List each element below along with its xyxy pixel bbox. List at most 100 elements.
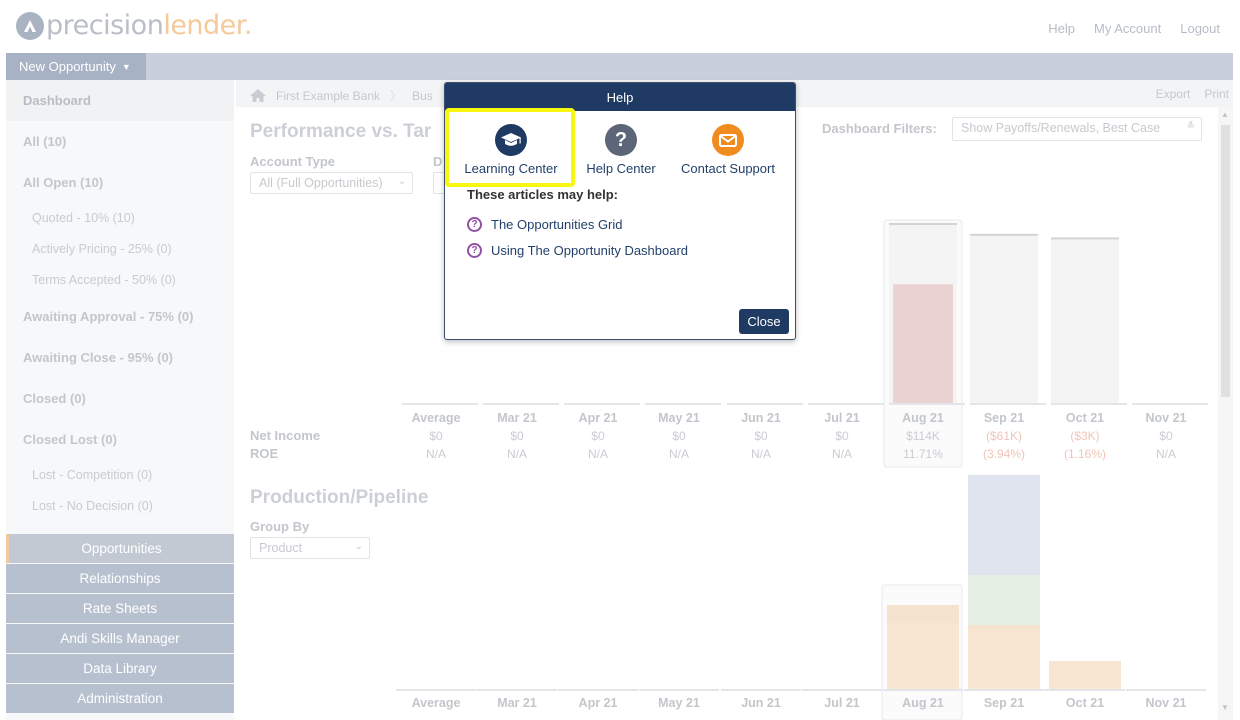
question-icon: ? [467,243,482,258]
new-opportunity-label: New Opportunity [19,59,116,74]
group-by-select[interactable]: Product ⌄ [250,537,370,559]
help-center-label: Help Center [586,161,656,176]
scroll-down-icon[interactable]: ▼ [1221,703,1229,712]
article-link[interactable]: ? The Opportunities Grid [467,217,623,232]
module-opportunities[interactable]: Opportunities [6,534,234,563]
tick-label: Oct 21 [1066,696,1104,710]
module-data-library[interactable]: Data Library [6,654,234,683]
pipeline-bar [968,575,1040,625]
target-line [970,233,1038,236]
close-button[interactable]: Close [739,309,789,334]
sidebar-item-awaiting-approval[interactable]: Awaiting Approval - 75% (0) [23,309,194,324]
sidebar-item-lost-competition[interactable]: Lost - Competition (0) [32,468,153,482]
caret-down-icon: ▼ [121,61,131,72]
production-title: Production/Pipeline [250,487,429,508]
net-income-label: Net Income [250,428,321,443]
sidebar-item-terms-accepted[interactable]: Terms Accepted - 50% (0) [32,273,176,287]
module-andi-skills-manager[interactable]: Andi Skills Manager [6,624,234,653]
account-type-label: Account Type [250,154,335,169]
article-title: The Opportunities Grid [491,217,623,232]
breadcrumb-actions: Export Print [1156,87,1229,101]
tick-label: Aug 21 [902,411,944,425]
group-by-value: Product [259,541,303,555]
net-income-bar [893,284,953,403]
help-dialog-title: Help [445,83,795,111]
net-income-value: $0 [835,429,849,443]
pipeline-bar [968,629,1040,689]
tick-label: Mar 21 [497,411,537,425]
sidebar-item-closed-lost[interactable]: Closed Lost (0) [23,432,117,447]
pipeline-bar [968,625,1040,629]
baseline [645,403,721,405]
graduation-cap-icon [495,124,527,156]
sidebar-item-awaiting-close[interactable]: Awaiting Close - 95% (0) [23,350,174,365]
print-link[interactable]: Print [1204,87,1229,101]
module-rate-sheets[interactable]: Rate Sheets [6,594,234,623]
question-icon: ? [467,217,482,232]
home-icon[interactable] [250,89,266,102]
article-title: Using The Opportunity Dashboard [491,243,689,258]
account-type-value: All (Full Opportunities) [259,176,383,190]
module-relationships[interactable]: Relationships [6,564,234,593]
contact-support-option[interactable]: Contact Support [677,124,779,176]
sidebar-item-dashboard[interactable]: Dashboard [6,80,234,121]
tick-label: May 21 [658,696,700,710]
logo-text: precisionlender. [46,10,252,41]
tick-label: Jul 21 [824,696,859,710]
roe-value: N/A [669,447,689,461]
logo-mark-icon [16,11,44,40]
double-chevron-down-icon: ≚ [1186,121,1195,132]
net-income-value: $0 [429,429,443,443]
help-dialog: Help Learning Center ? Help Center Conta… [444,82,796,340]
baseline [402,403,478,405]
my-account-link[interactable]: My Account [1094,21,1162,36]
sidebar-item-all[interactable]: All (10) [23,134,67,149]
tick-label: Apr 21 [579,696,618,710]
baseline [1132,403,1208,405]
article-link[interactable]: ? Using The Opportunity Dashboard [467,243,688,258]
baseline [970,403,1046,405]
roe-value: N/A [1156,447,1176,461]
export-link[interactable]: Export [1155,87,1191,101]
learning-center-option[interactable]: Learning Center [464,124,558,176]
account-type-select[interactable]: All (Full Opportunities) ⌄ [250,172,413,194]
breadcrumb-next[interactable]: Bus [412,88,433,103]
net-income-value: $0 [591,429,605,443]
target-bar [970,233,1038,403]
breadcrumb: First Example Bank 〉 Bus [250,87,433,104]
new-opportunity-button[interactable]: New Opportunity ▼ [6,53,146,80]
baseline [396,689,476,691]
roe-value: N/A [751,447,771,461]
help-link[interactable]: Help [1048,21,1076,36]
net-income-value: ($3K) [1070,429,1099,443]
top-header: precisionlender. Help My Account Logout [0,0,1240,53]
main-content: Performance vs. Tar Account Type All (Fu… [236,107,1218,720]
net-income-value: $0 [672,429,686,443]
breadcrumb-bank[interactable]: First Example Bank [276,88,381,103]
tick-label: Jun 21 [741,411,781,425]
scroll-thumb[interactable] [1221,125,1230,397]
roe-value: (1.16%) [1064,447,1106,461]
scrollbar[interactable]: ▲ ▼ [1218,107,1233,720]
net-income-value: $114K [906,429,940,443]
logout-link[interactable]: Logout [1180,21,1220,36]
performance-title: Performance vs. Tar [250,121,432,142]
tick-label: Sep 21 [984,696,1024,710]
sidebar-item-closed[interactable]: Closed (0) [23,391,86,406]
sidebar-item-quoted[interactable]: Quoted - 10% (10) [32,211,135,225]
breadcrumb-separator-icon: 〉 [390,89,403,103]
d-label: D [433,154,443,169]
tick-label: Sep 21 [984,411,1024,425]
learning-center-highlight [445,108,575,187]
logo[interactable]: precisionlender. [16,10,252,41]
dashboard-filters-select[interactable]: Show Payoffs/Renewals, Best Case ≚ [952,117,1202,141]
sidebar-item-lost-no-decision[interactable]: Lost - No Decision (0) [32,499,153,513]
sidebar-item-all-open[interactable]: All Open (10) [23,175,104,190]
scroll-up-icon[interactable]: ▲ [1221,110,1229,119]
baseline [1051,403,1127,405]
learning-center-label: Learning Center [464,161,558,176]
module-administration[interactable]: Administration [6,684,234,713]
sidebar-item-actively-pricing[interactable]: Actively Pricing - 25% (0) [32,242,172,256]
articles-heading: These articles may help: [467,187,619,202]
help-center-option[interactable]: ? Help Center [581,124,661,176]
